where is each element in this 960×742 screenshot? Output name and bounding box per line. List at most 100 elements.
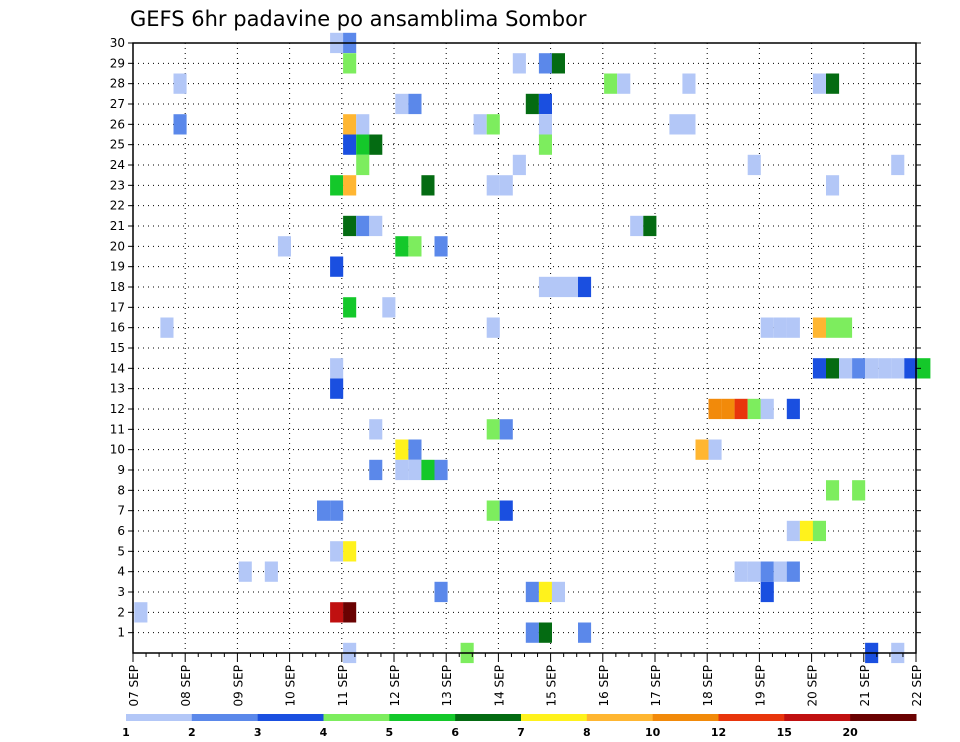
colorbar-swatch [850, 714, 917, 721]
cell [408, 236, 422, 257]
cell [852, 358, 866, 379]
cell [395, 459, 409, 481]
cell [786, 317, 800, 338]
y-tick-label: 27 [110, 97, 125, 111]
cell [486, 175, 500, 196]
cell [473, 114, 487, 135]
y-tick-label: 12 [110, 402, 125, 416]
cell [669, 114, 683, 135]
cell [343, 602, 357, 623]
cell [369, 419, 383, 440]
cell [826, 358, 840, 379]
x-tick-label: 15 SEP [545, 665, 559, 707]
cell [525, 622, 539, 643]
y-tick-label: 29 [110, 56, 125, 70]
cell [826, 317, 840, 338]
cell [708, 439, 722, 460]
y-tick-label: 11 [110, 422, 125, 436]
cell [682, 73, 696, 94]
cell [512, 154, 526, 176]
cell [760, 398, 774, 420]
cell [343, 134, 357, 155]
cell [343, 541, 357, 562]
cell [395, 236, 409, 257]
y-tick-label: 19 [110, 260, 125, 274]
cell [565, 276, 579, 298]
cell [317, 500, 331, 521]
cell [134, 602, 148, 623]
cell [917, 358, 931, 379]
y-tick-label: 10 [110, 443, 125, 457]
x-tick-label: 14 SEP [492, 665, 506, 707]
cell [486, 114, 500, 135]
cells [134, 32, 931, 664]
cell [343, 215, 357, 237]
cell [760, 317, 774, 338]
cell [330, 500, 344, 521]
colorbar-label: 8 [583, 726, 591, 739]
colorbar-swatch [652, 714, 719, 721]
cell [839, 317, 853, 338]
cell [421, 459, 435, 481]
cell [578, 276, 592, 298]
x-tick-label: 22 SEP [910, 665, 924, 707]
y-tick-label: 9 [117, 463, 125, 477]
x-tick-label: 17 SEP [649, 665, 663, 707]
y-tick-label: 6 [117, 524, 125, 538]
cell [499, 175, 513, 196]
cell [525, 93, 539, 115]
y-tick-label: 5 [117, 544, 125, 558]
cell [343, 297, 357, 318]
cell [538, 581, 552, 603]
cell [695, 439, 709, 460]
y-tick-label: 15 [110, 341, 125, 355]
colorbar-label: 2 [188, 726, 196, 739]
colorbar-swatch [257, 714, 324, 721]
cell [812, 317, 826, 338]
cell [173, 114, 187, 135]
cell [904, 358, 918, 379]
cell [799, 520, 813, 542]
y-tick-label: 3 [117, 585, 125, 599]
cell [160, 317, 174, 338]
y-tick-label: 13 [110, 382, 125, 396]
cell [891, 358, 905, 379]
cell [330, 175, 344, 196]
cell [264, 561, 278, 582]
cell [330, 378, 344, 399]
y-tick-label: 25 [110, 138, 125, 152]
cell [382, 297, 396, 318]
x-axis: 07 SEP 08 SEP 09 SEP 10 SEP 11 SEP 12 SEP 13 S… [127, 653, 924, 707]
cell [865, 358, 879, 379]
y-tick-label: 24 [110, 158, 125, 172]
cell [238, 561, 252, 582]
cell [773, 317, 787, 338]
colorbar-swatch [718, 714, 785, 721]
y-tick-label: 21 [110, 219, 125, 233]
cell [486, 419, 500, 440]
colorbar-swatch [784, 714, 851, 721]
cell [538, 53, 552, 74]
cell [369, 134, 383, 155]
cell [343, 114, 357, 135]
x-tick-label: 19 SEP [753, 665, 767, 707]
cell [734, 561, 748, 582]
cell [330, 256, 344, 277]
colorbar-label: 6 [451, 726, 459, 739]
cell [408, 93, 422, 115]
cell [538, 276, 552, 298]
grid [133, 43, 916, 653]
x-tick-label: 10 SEP [284, 665, 298, 707]
y-tick-label: 2 [117, 605, 125, 619]
cell [434, 459, 448, 481]
cell [551, 276, 565, 298]
colorbar-swatch [455, 714, 522, 721]
x-tick-label: 12 SEP [388, 665, 402, 707]
colorbar-label: 1 [122, 726, 130, 739]
y-tick-label: 30 [110, 36, 125, 50]
cell [551, 53, 565, 74]
cell [786, 398, 800, 420]
cell [578, 622, 592, 643]
cell [408, 459, 422, 481]
y-tick-label: 16 [110, 321, 125, 335]
